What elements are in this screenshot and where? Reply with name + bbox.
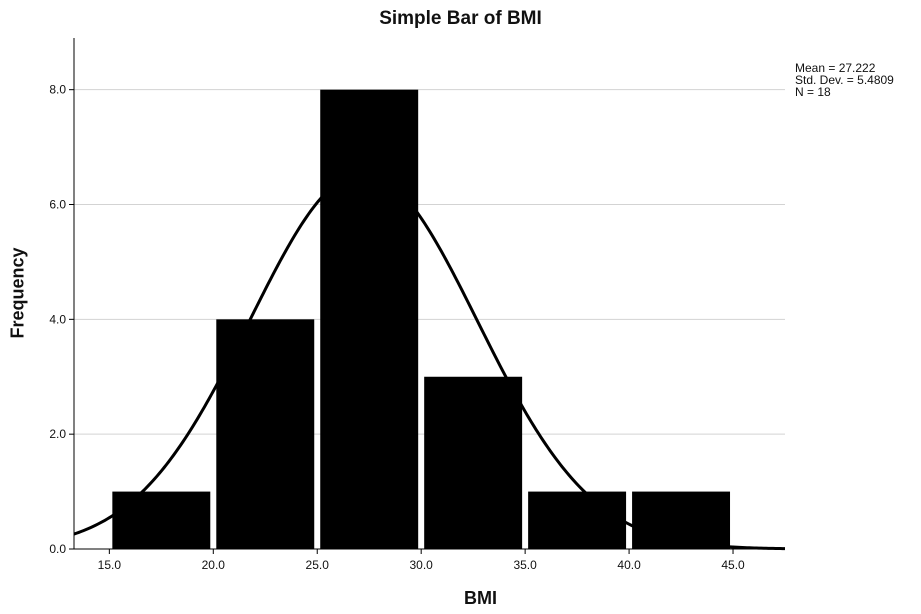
x-tick-label: 45.0 [721, 558, 745, 572]
x-tick-label: 30.0 [410, 558, 434, 572]
stat-mean: Mean = 27.222 [795, 61, 876, 75]
stat-n: N = 18 [795, 85, 831, 99]
grid-layer [74, 89, 785, 435]
normal-curve [73, 171, 786, 551]
x-tick-label: 25.0 [306, 558, 330, 572]
stat-std-dev: Std. Dev. = 5.4809 [795, 73, 894, 87]
histogram-bar [112, 491, 211, 549]
x-tick-label: 15.0 [98, 558, 122, 572]
y-tick-label: 0.0 [49, 542, 66, 556]
histogram-bar [424, 376, 523, 549]
y-tick-label: 4.0 [49, 312, 66, 326]
y-tick-label: 2.0 [49, 427, 66, 441]
curve-layer [73, 171, 786, 551]
axis-layer: 0.0 2.0 4.0 6.0 8.0 15.0 20.0 25.0 30.0 35.0 40.0 4… [49, 38, 785, 572]
x-tick-label: 35.0 [513, 558, 537, 572]
stats-legend: Mean = 27.222 Std. Dev. = 5.4809 N = 18 [795, 62, 894, 98]
histogram-bar [216, 319, 315, 549]
histogram-bar [528, 491, 627, 549]
histogram-bar [632, 491, 731, 549]
histogram-bar [320, 89, 419, 549]
x-tick-label: 20.0 [202, 558, 226, 572]
y-tick-label: 6.0 [49, 198, 66, 212]
x-tick-label: 40.0 [617, 558, 641, 572]
y-tick-label: 8.0 [49, 83, 66, 97]
y-axis-label: Frequency [7, 247, 28, 339]
x-axis-label: BMI [464, 588, 497, 608]
chart-title: Simple Bar of BMI [379, 8, 542, 29]
